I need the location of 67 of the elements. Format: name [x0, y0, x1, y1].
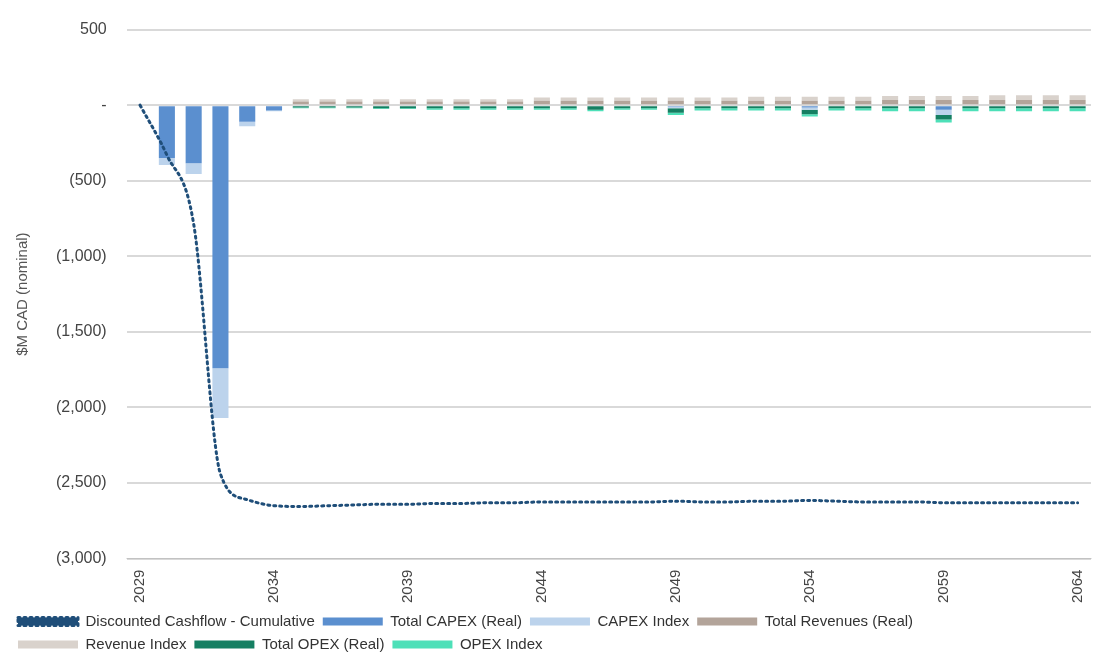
bar: [185, 106, 202, 164]
bar: [935, 106, 952, 110]
bar: [721, 97, 738, 101]
bar: [640, 97, 658, 101]
bar: [935, 96, 952, 100]
y-tick-label: (2,500): [55, 473, 107, 491]
bar: [962, 96, 979, 100]
bar: [882, 96, 899, 100]
y-tick-label: -: [101, 95, 107, 113]
bar: [587, 97, 604, 101]
y-tick-label: (2,000): [55, 397, 107, 415]
x-tick-label: 2034: [264, 569, 282, 604]
bar: [212, 106, 229, 369]
bar: [1042, 95, 1059, 100]
x-tick-label: 2064: [1067, 569, 1085, 604]
bar: [908, 96, 925, 100]
bar: [1069, 99, 1086, 105]
bar: [801, 96, 818, 101]
x-tick-label: 2054: [799, 569, 817, 604]
legend-label: Total Revenues (Real): [764, 611, 914, 629]
legend-label: Total CAPEX (Real): [390, 611, 522, 629]
y-tick-label: (1,500): [55, 322, 107, 340]
bar: [239, 106, 256, 122]
legend-label: CAPEX Index: [597, 611, 690, 629]
legend-label: Total OPEX (Real): [261, 634, 385, 652]
bar: [533, 97, 550, 101]
line-series: [138, 103, 1080, 508]
bar: [614, 97, 631, 101]
bar: [935, 115, 952, 120]
bar: [774, 96, 791, 101]
bar: [667, 97, 684, 101]
x-tick-label: 2029: [130, 569, 148, 604]
bar: [935, 109, 952, 115]
bar: [265, 106, 283, 111]
y-tick-label: (3,000): [55, 549, 107, 567]
bar: [801, 114, 818, 117]
bar: [1016, 95, 1033, 100]
y-tick-label: (500): [69, 171, 107, 189]
x-tick-label: 2039: [398, 569, 416, 604]
y-axis-title: $M CAD (nominal): [13, 232, 31, 356]
bar: [935, 119, 952, 123]
bar: [828, 96, 845, 101]
legend-label: OPEX Index: [459, 634, 543, 652]
bar: [667, 108, 684, 113]
bar: [560, 97, 577, 101]
x-tick-label: 2059: [933, 569, 951, 604]
bar: [185, 163, 202, 174]
bar: [908, 99, 925, 105]
legend-label: Discounted Cashflow - Cumulative: [85, 611, 315, 629]
bar: [1042, 99, 1059, 105]
bar: [1016, 99, 1033, 105]
bar: [694, 97, 711, 101]
x-tick-label: 2049: [665, 569, 683, 604]
bar: [962, 99, 979, 105]
bar: [882, 99, 899, 105]
bar: [989, 99, 1006, 105]
bar: [212, 368, 229, 419]
bar: [935, 99, 952, 105]
bar: [158, 106, 175, 159]
bar: [1069, 95, 1086, 100]
y-tick-label: (1,000): [55, 246, 107, 264]
x-tick-label: 2044: [532, 569, 550, 604]
bar: [748, 96, 765, 101]
legend-label: Revenue Index: [85, 634, 187, 652]
bar: [989, 95, 1006, 100]
bar: [855, 96, 872, 101]
y-tick-label: 500: [79, 20, 107, 38]
